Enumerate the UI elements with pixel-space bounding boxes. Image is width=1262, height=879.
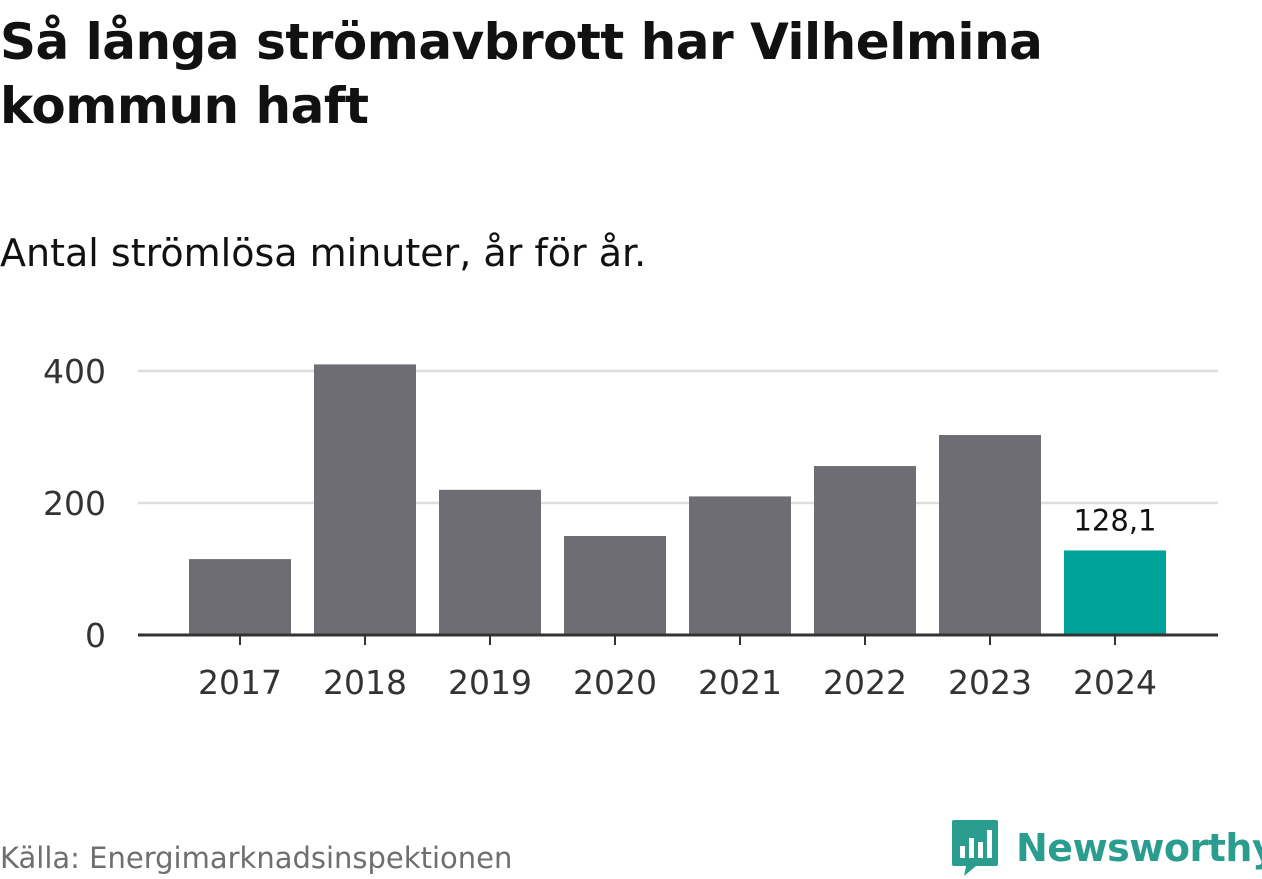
x-tick-label: 2023 — [948, 663, 1032, 702]
y-tick-label: 0 — [85, 616, 106, 655]
x-tick-label: 2020 — [573, 663, 657, 702]
bar-2019 — [439, 489, 541, 635]
bars — [189, 364, 1166, 635]
axis-labels: 0 200 400 2017 2018 2019 2020 2021 2022 2023 2024 1… — [43, 352, 1157, 702]
x-tick-label: 2018 — [323, 663, 407, 702]
chart-subtitle: Antal strömlösa minuter, år för år. — [0, 231, 647, 275]
x-tick-label: 2017 — [198, 663, 282, 702]
brand-name: Newsworthy — [1016, 826, 1262, 870]
bar-2020 — [564, 536, 666, 635]
source-note: Källa: Energimarknadsinspektionen — [0, 841, 513, 875]
bar-2024 — [1064, 550, 1166, 635]
x-tick-label: 2024 — [1073, 663, 1157, 702]
brand-logo: Newsworthy — [950, 818, 1262, 878]
bar-2021 — [689, 496, 791, 635]
x-tick-label: 2022 — [823, 663, 907, 702]
x-axis — [138, 633, 1218, 645]
x-tick-label: 2019 — [448, 663, 532, 702]
bar-2022 — [814, 466, 916, 635]
y-tick-label: 400 — [43, 352, 106, 391]
gridlines — [138, 369, 1218, 505]
bar-2023 — [939, 435, 1041, 635]
y-tick-label: 200 — [43, 484, 106, 523]
chart-title: Så långa strömavbrott har Vilhelmina kom… — [0, 13, 1043, 135]
bar-2018 — [314, 364, 416, 635]
newsworthy-logo-icon — [952, 820, 998, 876]
bar-2017 — [189, 559, 291, 635]
x-tick-label: 2021 — [698, 663, 782, 702]
data-label: 128,1 — [1073, 503, 1156, 537]
